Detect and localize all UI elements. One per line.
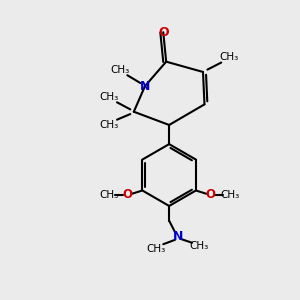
Text: CH₃: CH₃: [220, 190, 239, 200]
Text: CH₃: CH₃: [146, 244, 166, 254]
Text: O: O: [123, 188, 133, 201]
Text: CH₃: CH₃: [99, 190, 118, 200]
Text: N: N: [173, 230, 183, 243]
Text: CH₃: CH₃: [189, 241, 208, 251]
Text: CH₃: CH₃: [99, 92, 119, 102]
Text: CH₃: CH₃: [99, 120, 119, 130]
Text: O: O: [158, 26, 169, 39]
Text: N: N: [140, 80, 150, 93]
Text: O: O: [206, 188, 216, 201]
Text: CH₃: CH₃: [110, 65, 130, 75]
Text: CH₃: CH₃: [220, 52, 239, 62]
